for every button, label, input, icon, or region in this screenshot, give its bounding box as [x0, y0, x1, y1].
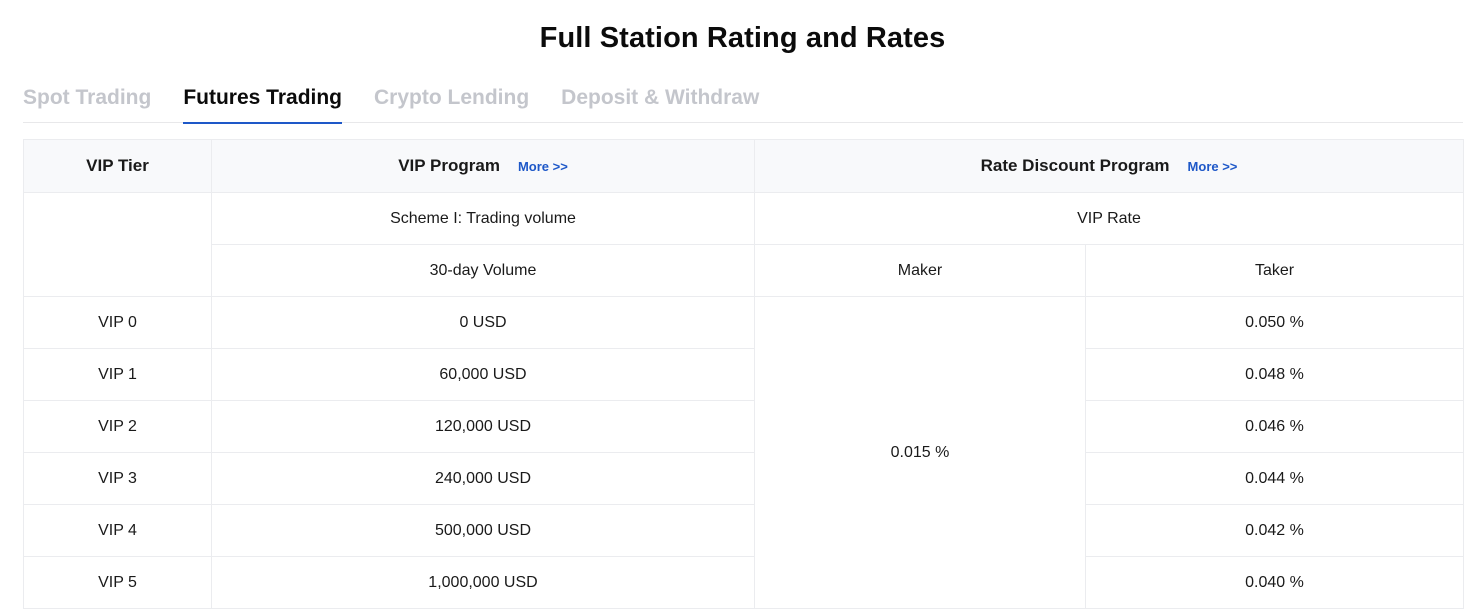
- rate-discount-more-link[interactable]: More >>: [1187, 159, 1238, 174]
- tab-crypto-lending[interactable]: Crypto Lending: [374, 86, 530, 109]
- table-header-row: VIP Tier VIP Program More >> Rate Discoun…: [23, 139, 1465, 193]
- tier-cell: VIP 3: [23, 452, 212, 505]
- taker-rate-cell: 0.044 %: [1084, 452, 1465, 505]
- page-title: Full Station Rating and Rates: [539, 22, 946, 54]
- table-row: VIP 5 1,000,000 USD 0.040 %: [23, 556, 1465, 609]
- tier-empty-cell: [23, 192, 212, 297]
- volume-cell: 1,000,000 USD: [211, 556, 755, 609]
- header-rate-discount: Rate Discount Program More >>: [753, 139, 1465, 193]
- table-row: VIP 4 500,000 USD 0.042 %: [23, 504, 1465, 557]
- header-vip-program-label: VIP Program: [398, 156, 500, 175]
- tab-spot-trading[interactable]: Spot Trading: [23, 86, 152, 109]
- vip-program-more-link[interactable]: More >>: [517, 159, 568, 174]
- maker-rate-cell: 0.015 %: [754, 296, 1086, 609]
- tab-bar: Spot Trading Futures Trading Crypto Lend…: [23, 84, 1463, 124]
- subheader-volume: 30-day Volume: [211, 244, 755, 297]
- tab-deposit-withdraw[interactable]: Deposit & Withdraw: [561, 86, 760, 109]
- header-vip-program: VIP Program More >>: [211, 139, 755, 193]
- table-row: VIP 1 60,000 USD 0.048 %: [23, 348, 1465, 401]
- taker-rate-cell: 0.040 %: [1084, 556, 1465, 609]
- table-row: VIP 0 0 USD 0.015 % 0.050 %: [23, 296, 1465, 609]
- table-row: VIP 3 240,000 USD 0.044 %: [23, 452, 1465, 505]
- volume-cell: 500,000 USD: [211, 504, 755, 557]
- tab-futures-trading[interactable]: Futures Trading: [183, 84, 342, 124]
- volume-cell: 0 USD: [211, 296, 755, 349]
- taker-rate-cell: 0.048 %: [1084, 348, 1465, 401]
- volume-cell: 240,000 USD: [211, 452, 755, 505]
- volume-cell: 60,000 USD: [211, 348, 755, 401]
- subheader-maker: Maker: [754, 244, 1086, 297]
- table-row: VIP 2 120,000 USD 0.046 %: [23, 400, 1465, 453]
- tier-cell: VIP 2: [23, 400, 212, 453]
- volume-cell: 120,000 USD: [211, 400, 755, 453]
- tier-cell: VIP 5: [23, 556, 212, 609]
- taker-rate-cell: 0.050 %: [1084, 296, 1465, 349]
- rates-table: VIP Tier VIP Program More >> Rate Discoun…: [23, 139, 1465, 609]
- subheader-scheme: Scheme I: Trading volume: [211, 192, 755, 245]
- tier-cell: VIP 4: [23, 504, 212, 557]
- subheader-vip-rate: VIP Rate: [753, 192, 1465, 245]
- taker-rate-cell: 0.046 %: [1084, 400, 1465, 453]
- header-rate-discount-label: Rate Discount Program: [980, 156, 1170, 175]
- taker-rate-cell: 0.042 %: [1084, 504, 1465, 557]
- tier-cell: VIP 0: [23, 296, 212, 349]
- subheader-row: 30-day Volume Maker Taker: [24, 244, 1465, 297]
- subheader-taker: Taker: [1084, 244, 1465, 297]
- header-vip-tier: VIP Tier: [23, 139, 212, 193]
- subheader-row: Scheme I: Trading volume VIP Rate: [23, 192, 1465, 297]
- tier-cell: VIP 1: [23, 348, 212, 401]
